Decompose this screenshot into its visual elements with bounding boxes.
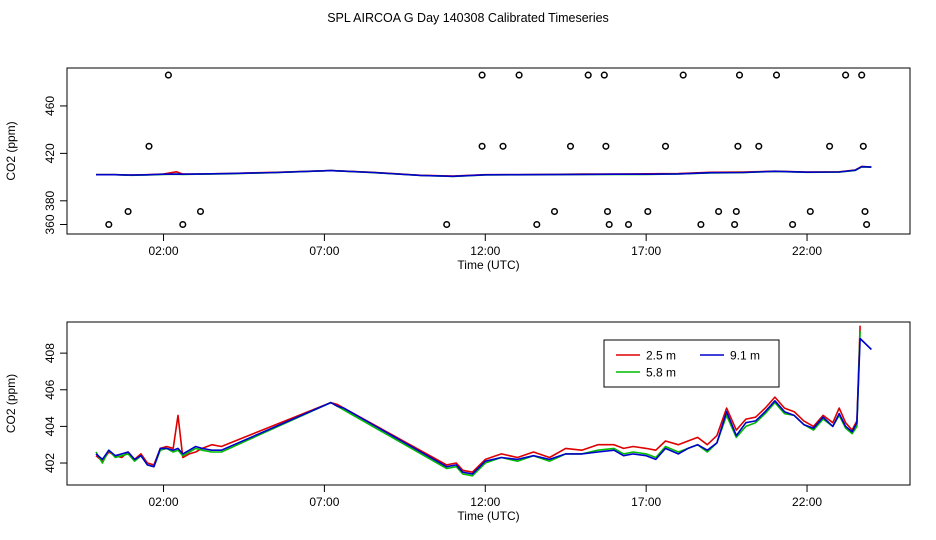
scatter-point (731, 220, 739, 229)
y-tick-label: 406 (43, 379, 57, 399)
x-tick-label: 17:00 (631, 495, 661, 509)
x-tick-label: 12:00 (470, 495, 500, 509)
scatter-point (715, 207, 723, 216)
y-tick-label: 402 (43, 453, 57, 473)
x-tick-label: 07:00 (309, 495, 339, 509)
scatter-point (755, 142, 763, 150)
scatter-point (732, 207, 740, 216)
x-tick-label: 22:00 (792, 495, 822, 509)
legend: 2.5 m 5.8 m 9.1 m (603, 339, 780, 388)
scatter-point (842, 71, 850, 79)
scatter-point (145, 142, 153, 150)
plot-frame (66, 67, 911, 235)
x-tick-label: 07:00 (309, 244, 339, 258)
x-tick-label: 22:00 (792, 244, 822, 258)
plot-area (95, 325, 872, 477)
series-line-5-8-m (95, 331, 861, 477)
scatter-point (826, 142, 834, 150)
series-line-9-1-m (95, 337, 872, 475)
y-tick-label: 408 (43, 343, 57, 363)
y-tick-label: 360 (43, 214, 57, 234)
scatter-point (533, 220, 541, 229)
scatter-point (861, 207, 869, 216)
scatter-point (443, 220, 451, 229)
scatter-point (806, 207, 814, 216)
scatter-point (105, 220, 113, 229)
scatter-point (196, 207, 205, 216)
y-axis-label: CO2 (ppm) (4, 121, 18, 180)
scatter-point (859, 142, 867, 150)
scatter-point (734, 142, 742, 150)
x-tick-label: 12:00 (470, 244, 500, 258)
scatter-point (600, 71, 608, 79)
scatter-point (602, 142, 610, 150)
scatter-point (515, 71, 523, 79)
scatter-point (164, 71, 172, 79)
panel-timeseries-all: 02:00 07:00 12:00 17:00 22:00 360 380 420 460 Tim… (4, 67, 911, 272)
y-axis-label: CO2 (ppm) (4, 374, 18, 433)
scatter-point (697, 220, 705, 229)
scatter-point (772, 71, 781, 79)
scatter-point (124, 207, 132, 216)
scatter-point (603, 207, 612, 216)
scatter-point (679, 71, 687, 79)
panel-timeseries-zoom: 02:00 07:00 12:00 17:00 22:00 402 404 406 408 Tim… (4, 321, 911, 523)
x-axis-label: Time (UTC) (457, 258, 519, 272)
y-tick-label: 380 (43, 190, 57, 210)
scatter-point (179, 220, 187, 229)
scatter-point (584, 71, 592, 79)
scatter-point (789, 220, 797, 229)
x-tick-label: 02:00 (149, 244, 179, 258)
x-tick-label: 17:00 (631, 244, 661, 258)
legend-label: 9.1 m (730, 349, 760, 363)
scatter-point (661, 142, 670, 150)
x-axis-label: Time (UTC) (457, 509, 519, 523)
scatter-point (566, 142, 575, 150)
x-tick-label: 02:00 (149, 495, 179, 509)
series-line-3 (96, 165, 872, 178)
scatter-point (550, 207, 559, 216)
scatter-point (478, 142, 486, 150)
scatter-point (644, 207, 652, 216)
legend-label: 5.8 m (646, 366, 676, 380)
plot-area (96, 165, 872, 178)
scatter-point (605, 220, 613, 229)
scatter-point (499, 142, 507, 150)
legend-label: 2.5 m (646, 349, 676, 363)
scatter-point (478, 71, 486, 79)
scatter-point (858, 71, 866, 79)
scatter-point (624, 220, 633, 229)
page-title: SPL AIRCOA G Day 140308 Calibrated Times… (327, 11, 609, 25)
scatter-point (735, 71, 744, 79)
legend-box (603, 339, 780, 388)
scatter-point (863, 220, 871, 229)
y-tick-label: 404 (43, 416, 57, 436)
plot-frame (66, 321, 911, 486)
y-tick-label: 460 (43, 96, 57, 116)
y-tick-label: 420 (43, 143, 57, 163)
